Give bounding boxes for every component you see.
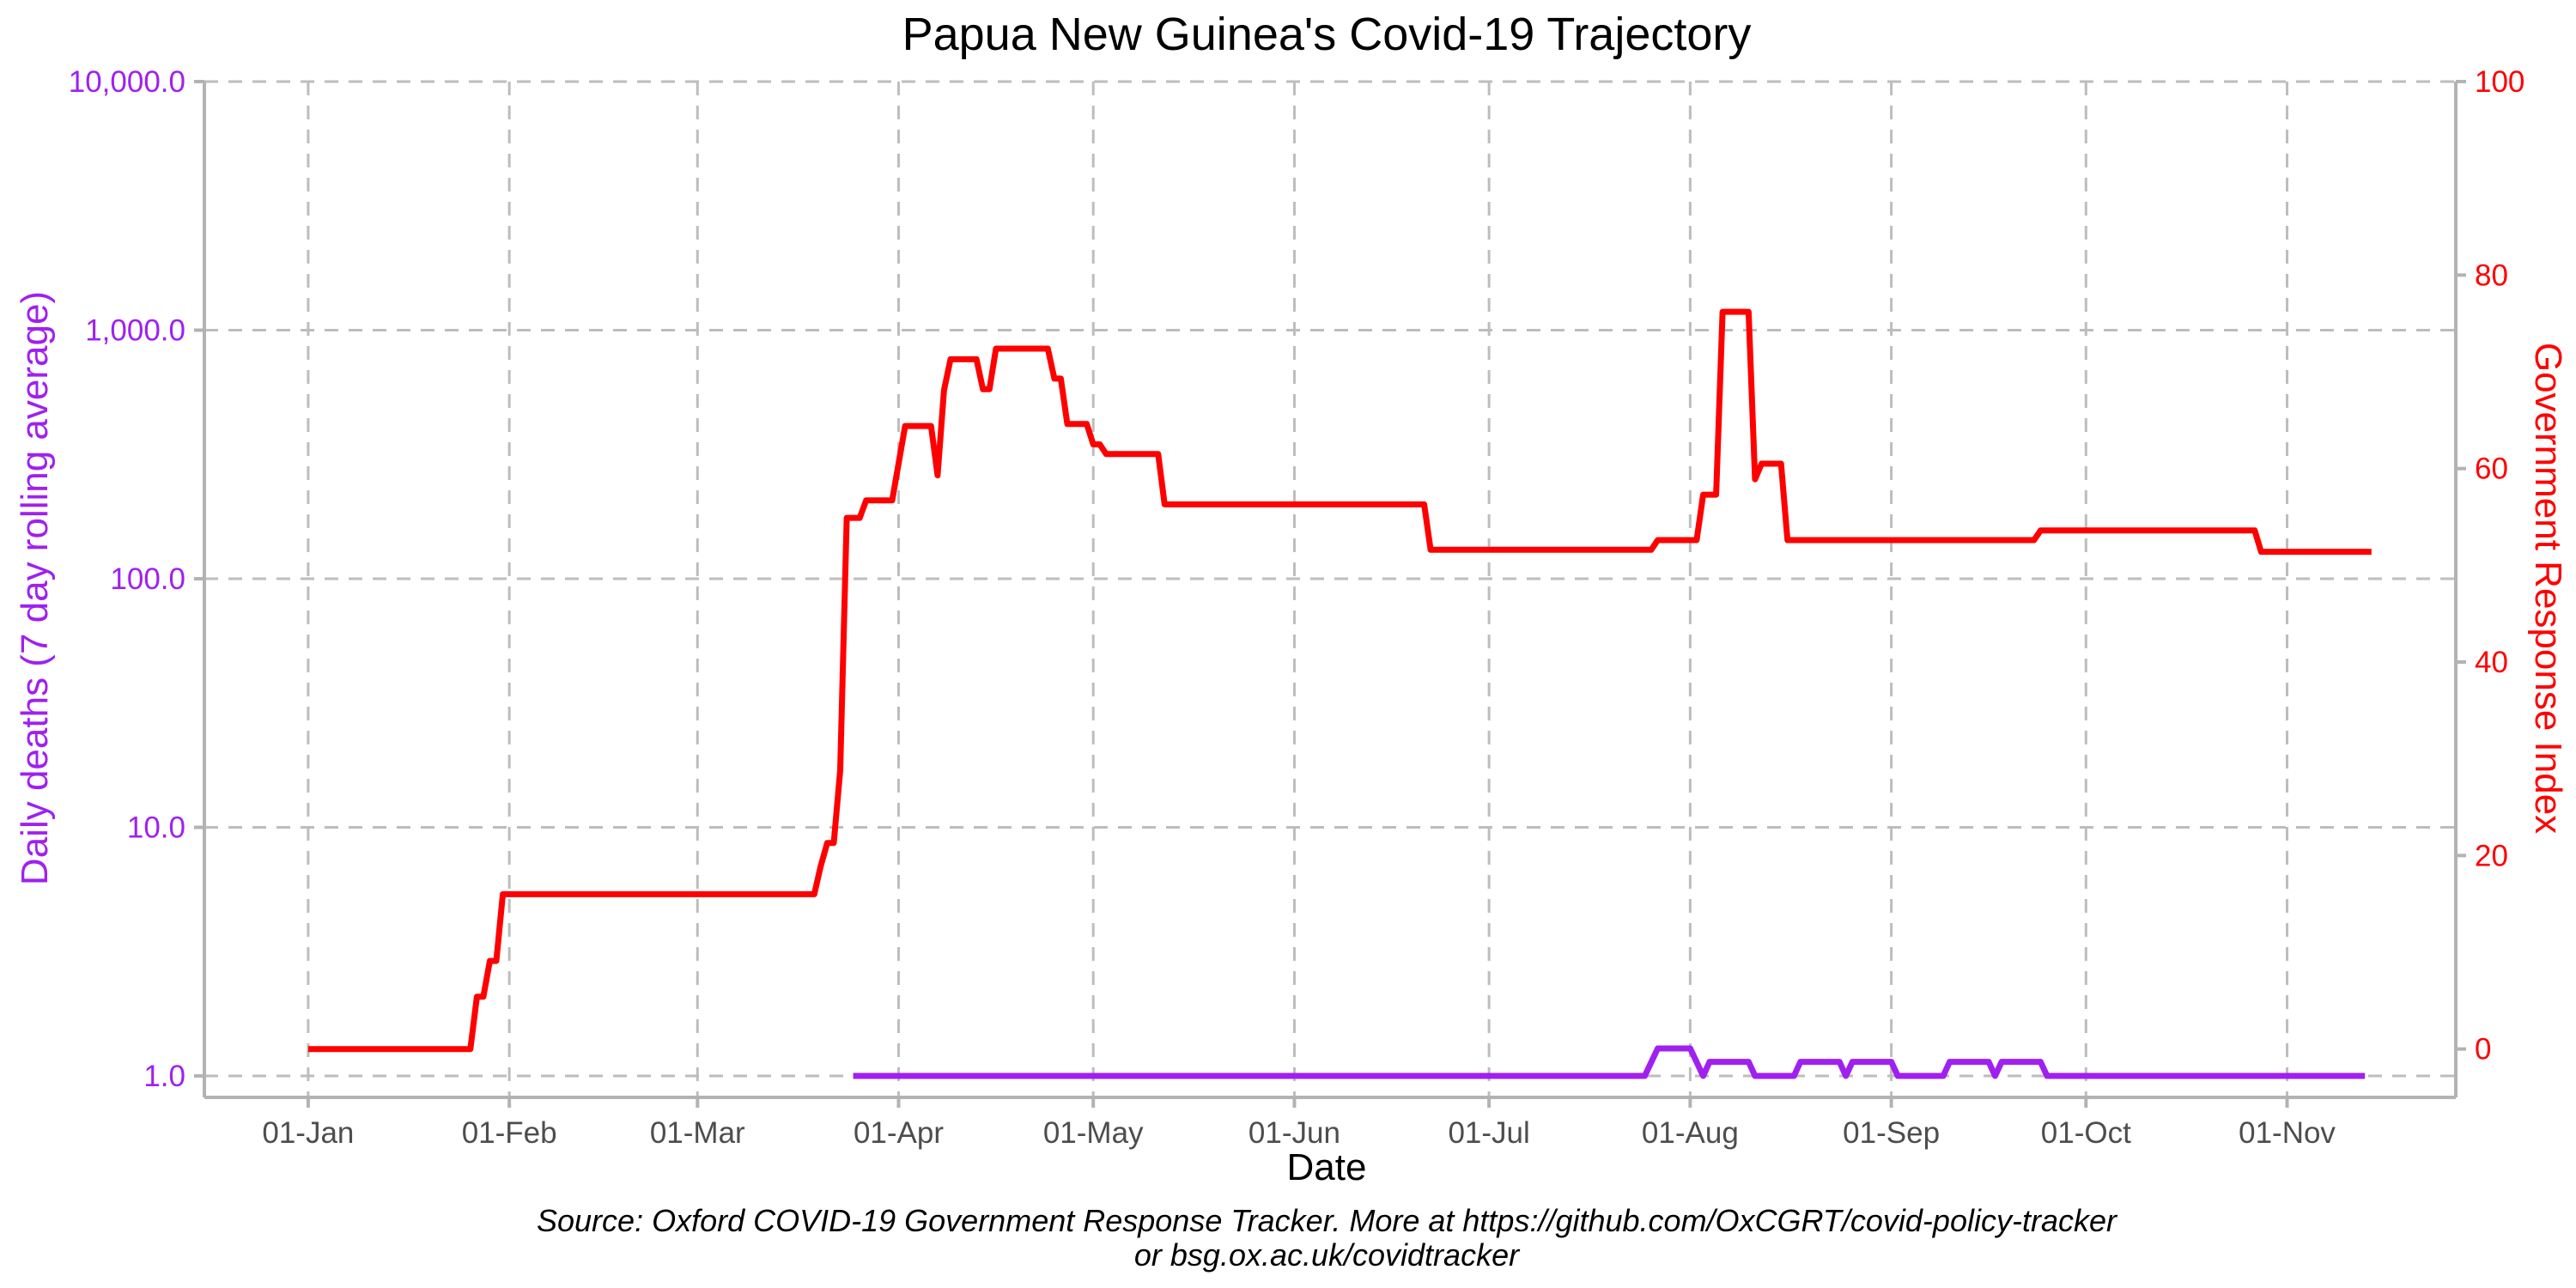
x-tick-label: 01-Apr — [854, 1116, 944, 1150]
y-right-tick-label: 60 — [2475, 453, 2508, 486]
caption-line-2: or bsg.ox.ac.uk/covidtracker — [1134, 1237, 1521, 1273]
x-axis-title: Date — [1287, 1146, 1367, 1188]
tick-labels: 1.0 10.0 100.0 1,000.0 10,000.0 0 20 40 60 80 100 0… — [69, 65, 2525, 1150]
series-layer — [307, 308, 2372, 1079]
y-right-tick-label: 80 — [2475, 258, 2508, 292]
y-left-tick-label: 1,000.0 — [85, 314, 185, 348]
y-right-tick-label: 100 — [2475, 65, 2524, 99]
x-tick-label: 01-Sep — [1843, 1116, 1940, 1150]
axes — [203, 82, 2458, 1099]
government-response-index-line — [307, 308, 2372, 1053]
y-axis-left-title: Daily deaths (7 day rolling average) — [14, 291, 56, 885]
y-right-tick-label: 0 — [2475, 1033, 2491, 1066]
y-left-tick-label: 10.0 — [127, 811, 185, 845]
x-tick-label: 01-Feb — [462, 1116, 557, 1150]
y-right-tick-label: 40 — [2475, 646, 2508, 679]
x-tick-label: 01-Jan — [262, 1116, 354, 1150]
caption-line-1: Source: Oxford COVID-19 Government Respo… — [537, 1203, 2118, 1238]
x-tick-label: 01-Jul — [1448, 1116, 1529, 1150]
y-left-tick-label: 1.0 — [143, 1060, 185, 1093]
x-tick-label: 01-Jun — [1249, 1116, 1340, 1150]
daily-deaths-line — [853, 1045, 2366, 1079]
y-axis-right-title: Government Response Index — [2527, 343, 2569, 834]
chart-title: Papua New Guinea's Covid-19 Trajectory — [902, 9, 1752, 60]
x-tick-label: 01-Aug — [1642, 1116, 1739, 1150]
y-right-tick-label: 20 — [2475, 839, 2508, 872]
x-tick-label: 01-May — [1043, 1116, 1144, 1150]
x-tick-label: 01-Mar — [650, 1116, 745, 1150]
x-tick-label: 01-Nov — [2239, 1116, 2336, 1150]
x-tick-label: 01-Oct — [2041, 1116, 2131, 1150]
y-left-tick-label: 10,000.0 — [69, 65, 185, 99]
y-left-tick-label: 100.0 — [110, 562, 185, 596]
